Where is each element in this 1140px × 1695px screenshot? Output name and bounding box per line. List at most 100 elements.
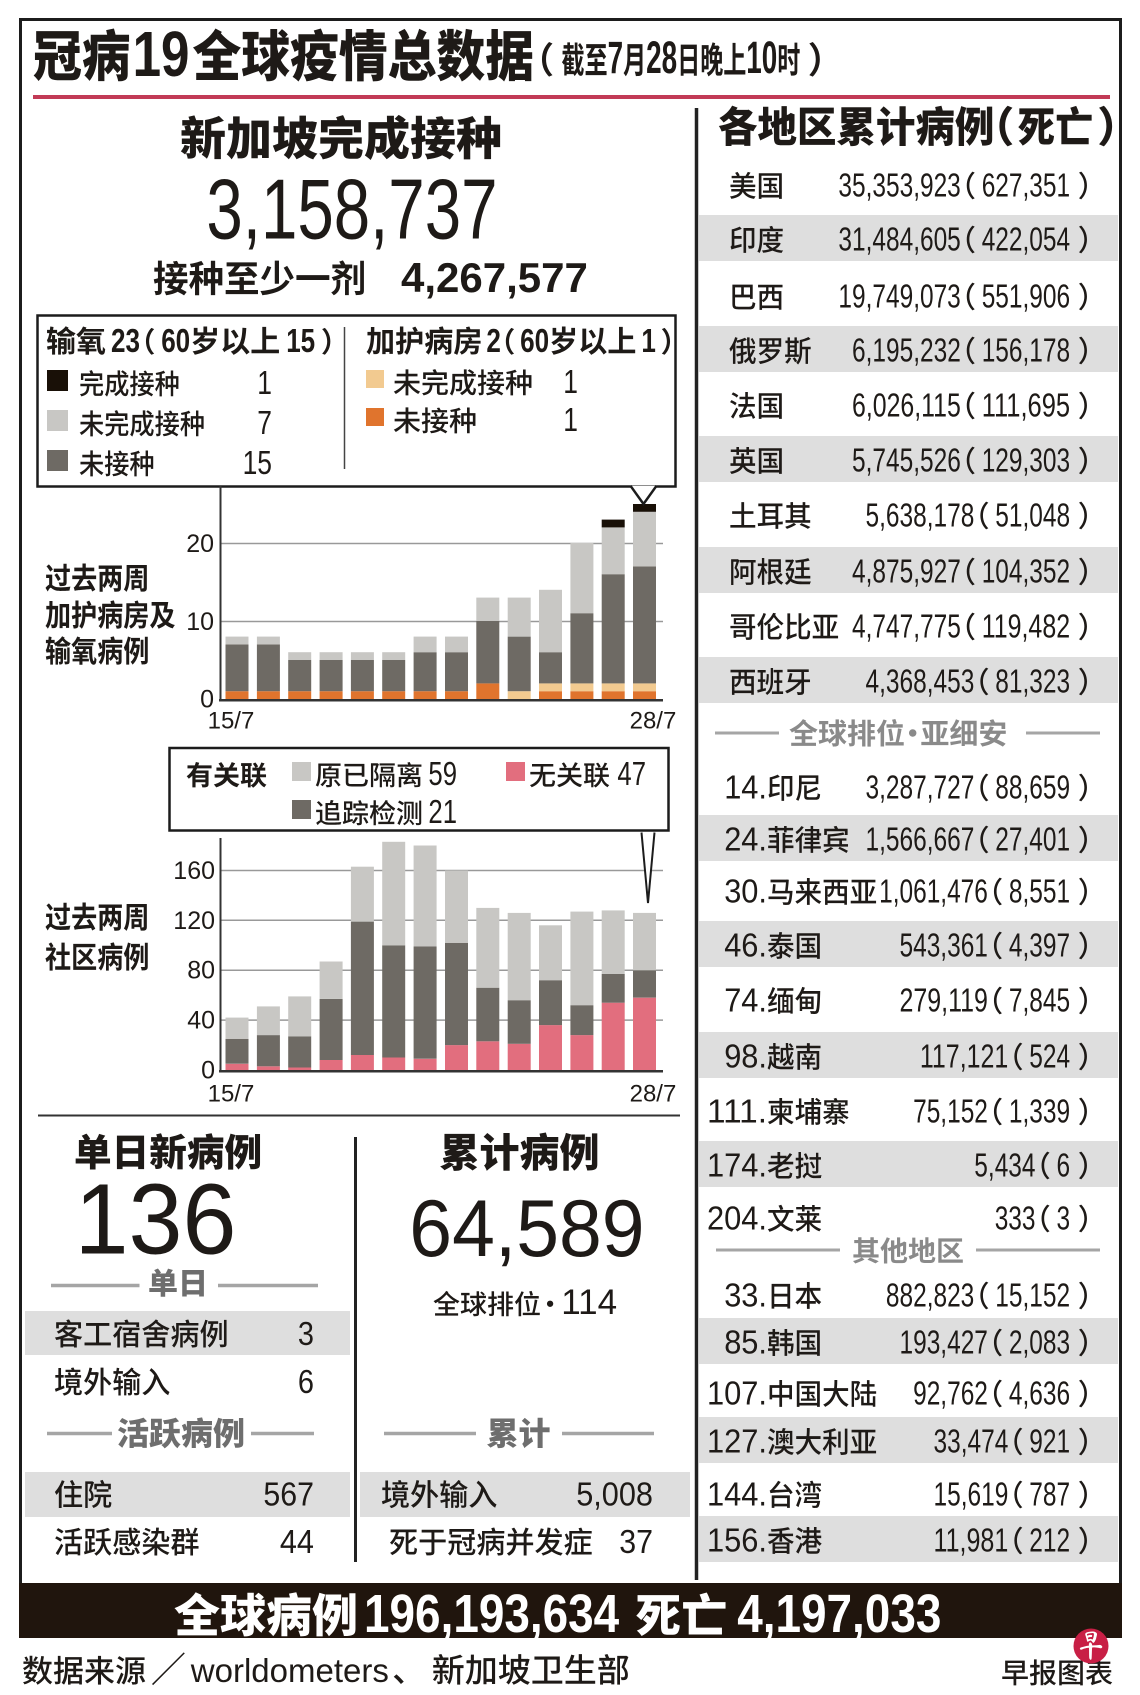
svg-text:15,619: 15,619 (934, 1477, 1009, 1514)
svg-text:104,352: 104,352 (982, 554, 1070, 591)
svg-text:33.: 33. (724, 1278, 767, 1315)
svg-text:7: 7 (257, 404, 272, 441)
svg-text:117,121: 117,121 (920, 1039, 1008, 1076)
svg-text:3,158,737: 3,158,737 (206, 163, 497, 258)
svg-text:204.: 204. (707, 1201, 767, 1238)
svg-text:4,636: 4,636 (1009, 1376, 1070, 1413)
svg-text:64,589: 64,589 (409, 1184, 644, 1274)
svg-text:2: 2 (486, 322, 501, 359)
svg-text:80: 80 (187, 957, 215, 985)
svg-text:193,427: 193,427 (900, 1325, 988, 1362)
svg-text:4,197,033: 4,197,033 (737, 1584, 941, 1644)
svg-text:15/7: 15/7 (208, 1081, 255, 1108)
svg-text:129,303: 129,303 (982, 443, 1070, 480)
svg-text:1: 1 (563, 401, 578, 438)
svg-text:882,823: 882,823 (886, 1278, 974, 1315)
svg-text:136: 136 (75, 1164, 237, 1276)
svg-text:7,845: 7,845 (1009, 983, 1070, 1020)
svg-text:46.: 46. (724, 928, 767, 965)
svg-text:3,287,727: 3,287,727 (866, 770, 975, 807)
svg-text:111,695: 111,695 (982, 388, 1070, 425)
svg-text:921: 921 (1029, 1424, 1070, 1461)
svg-text:11,981: 11,981 (934, 1523, 1009, 1560)
svg-text:160: 160 (173, 857, 215, 885)
svg-text:14.: 14. (724, 770, 767, 807)
svg-text:1,566,667: 1,566,667 (866, 822, 975, 859)
svg-text:59: 59 (428, 755, 457, 792)
svg-text:3: 3 (298, 1315, 314, 1352)
svg-text:81,323: 81,323 (995, 664, 1070, 701)
svg-text:524: 524 (1029, 1039, 1070, 1076)
svg-text:23: 23 (111, 322, 140, 359)
svg-text:20: 20 (186, 530, 214, 558)
svg-text:31,484,605: 31,484,605 (838, 222, 960, 259)
svg-text:1: 1 (563, 363, 578, 400)
svg-text:1: 1 (257, 364, 272, 401)
svg-text:worldometers: worldometers (190, 1652, 389, 1689)
svg-text:4,397: 4,397 (1009, 928, 1070, 965)
svg-text:212: 212 (1029, 1523, 1070, 1560)
svg-text:6: 6 (1057, 1148, 1071, 1185)
svg-text:1: 1 (641, 322, 656, 359)
svg-text:5,008: 5,008 (576, 1476, 653, 1513)
svg-text:92,762: 92,762 (913, 1376, 988, 1413)
svg-text:627,351: 627,351 (982, 168, 1070, 205)
svg-text:21: 21 (428, 793, 457, 830)
svg-text:47: 47 (617, 755, 646, 792)
svg-text:60: 60 (161, 322, 190, 359)
svg-text:5,745,526: 5,745,526 (852, 443, 961, 480)
svg-text:6,026,115: 6,026,115 (852, 388, 961, 425)
svg-text:15: 15 (243, 444, 272, 481)
svg-text:2,083: 2,083 (1009, 1325, 1070, 1362)
svg-text:333: 333 (995, 1201, 1036, 1238)
svg-text:5,434: 5,434 (974, 1148, 1035, 1185)
svg-text:0: 0 (200, 686, 214, 714)
svg-text:75,152: 75,152 (913, 1094, 988, 1131)
svg-text:30.: 30. (724, 874, 767, 911)
svg-text:4,747,775: 4,747,775 (852, 609, 961, 646)
svg-text:567: 567 (263, 1476, 314, 1513)
svg-text:0: 0 (201, 1057, 215, 1085)
svg-text:5,638,178: 5,638,178 (866, 498, 975, 535)
svg-text:107.: 107. (707, 1376, 767, 1413)
svg-text:4,267,577: 4,267,577 (401, 254, 588, 301)
svg-text:74.: 74. (724, 983, 767, 1020)
svg-text:196,193,634: 196,193,634 (364, 1584, 619, 1644)
svg-text:1,339: 1,339 (1009, 1094, 1070, 1131)
svg-text:24.: 24. (724, 822, 767, 859)
svg-text:98.: 98. (724, 1039, 767, 1076)
svg-text:37: 37 (619, 1523, 653, 1560)
svg-text:156,178: 156,178 (982, 333, 1070, 370)
svg-text:422,054: 422,054 (982, 222, 1070, 259)
svg-text:156.: 156. (707, 1523, 767, 1560)
svg-text:40: 40 (187, 1007, 215, 1035)
svg-text:44: 44 (280, 1523, 314, 1560)
svg-text:28/7: 28/7 (630, 708, 677, 735)
svg-text:127.: 127. (707, 1424, 767, 1461)
svg-text:35,353,923: 35,353,923 (838, 168, 960, 205)
svg-text:51,048: 51,048 (995, 498, 1070, 535)
svg-text:19: 19 (133, 18, 190, 90)
svg-text:3: 3 (1057, 1201, 1071, 1238)
svg-text:6: 6 (298, 1363, 314, 1400)
svg-text:28: 28 (646, 32, 677, 83)
svg-text:111.: 111. (707, 1094, 767, 1131)
svg-text:33,474: 33,474 (934, 1424, 1009, 1461)
svg-text:279,119: 279,119 (900, 983, 988, 1020)
svg-text:7: 7 (608, 32, 624, 83)
svg-text:15: 15 (286, 322, 315, 359)
svg-text:15,152: 15,152 (995, 1278, 1070, 1315)
svg-text:4,875,927: 4,875,927 (852, 554, 961, 591)
svg-text:4,368,453: 4,368,453 (866, 664, 975, 701)
svg-text:6,195,232: 6,195,232 (852, 333, 961, 370)
svg-text:28/7: 28/7 (630, 1081, 677, 1108)
svg-text:8,551: 8,551 (1009, 874, 1070, 911)
svg-text:1,061,476: 1,061,476 (879, 874, 988, 911)
svg-text:787: 787 (1029, 1477, 1070, 1514)
svg-text:551,906: 551,906 (982, 279, 1070, 316)
svg-text:27,401: 27,401 (995, 822, 1070, 859)
svg-text:114: 114 (561, 1283, 617, 1322)
svg-text:19,749,073: 19,749,073 (838, 279, 960, 316)
svg-text:60: 60 (520, 322, 549, 359)
svg-text:85.: 85. (724, 1325, 767, 1362)
